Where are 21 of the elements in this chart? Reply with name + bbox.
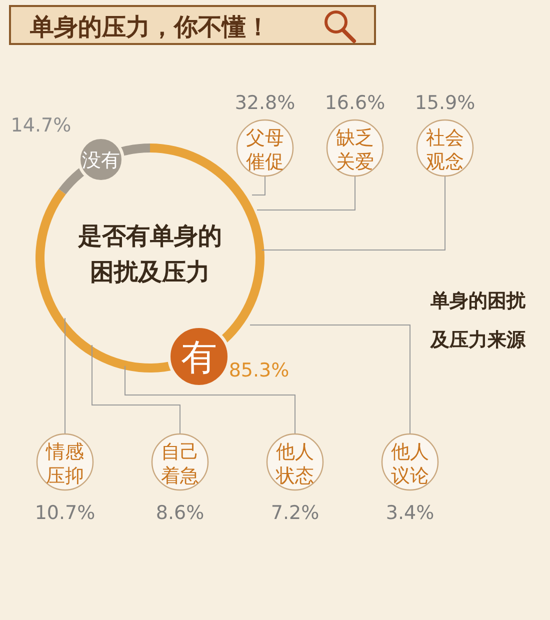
slice-label: 没有 bbox=[82, 149, 120, 172]
text: 是否有单身的困扰及压力 bbox=[77, 222, 222, 286]
data-label: 32.8% bbox=[234, 92, 296, 114]
data-label: 3.4% bbox=[386, 502, 434, 524]
category-label: 自己着急 bbox=[161, 441, 199, 487]
data-label: 7.2% bbox=[270, 502, 320, 524]
category-label: 情感压抑 bbox=[45, 441, 84, 487]
text: 单身的困扰及压力来源 bbox=[430, 290, 526, 351]
data-label: 8.6% bbox=[156, 502, 204, 524]
data-label: 15.9% bbox=[414, 92, 476, 114]
chart-title: 单身的压力，你不懂！ bbox=[29, 13, 270, 41]
data-label: 16.6% bbox=[324, 92, 386, 114]
data-label: 10.7% bbox=[34, 502, 96, 524]
category-label: 他人议论 bbox=[391, 441, 429, 487]
category-label: 父母催促 bbox=[246, 127, 284, 173]
category-label: 缺乏关爱 bbox=[336, 127, 374, 173]
data-label: 14.7% bbox=[10, 114, 72, 137]
data-label: 85.3% bbox=[228, 359, 290, 382]
category-label: 社会观念 bbox=[426, 127, 464, 173]
category-label: 他人状态 bbox=[275, 441, 314, 487]
slice-label: 有 bbox=[181, 337, 218, 378]
